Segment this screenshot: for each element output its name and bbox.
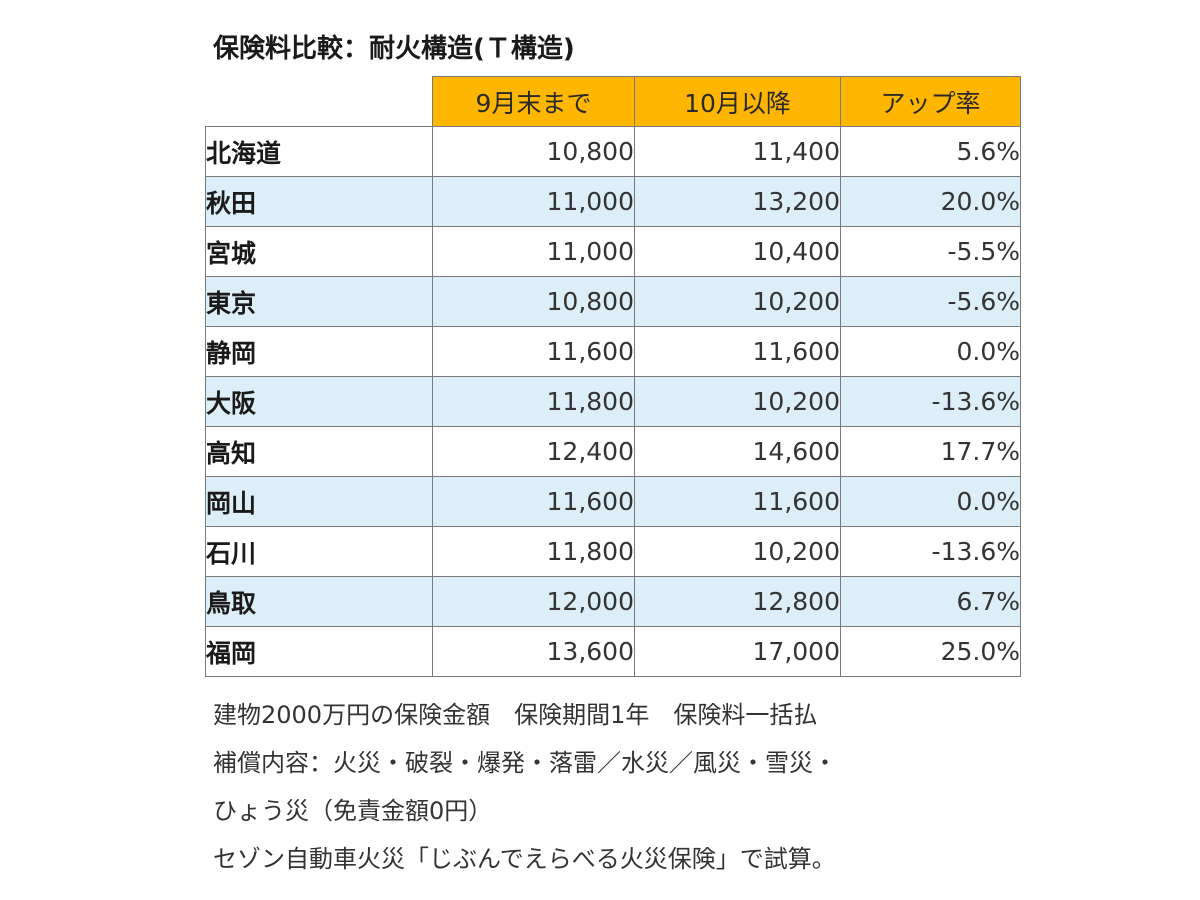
header-after-october: 10月以降 xyxy=(634,76,841,127)
table-row: 北海道 10,800 11,400 5.6% xyxy=(205,126,1021,177)
premium-before-cell: 13,600 xyxy=(432,626,635,677)
premium-before-cell: 11,800 xyxy=(432,526,635,577)
premium-after-cell: 10,200 xyxy=(634,376,841,427)
premium-after-cell: 10,200 xyxy=(634,276,841,327)
premium-before-cell: 12,400 xyxy=(432,426,635,477)
premium-before-cell: 12,000 xyxy=(432,576,635,627)
table-row: 鳥取 12,000 12,800 6.7% xyxy=(205,576,1021,627)
increase-rate-cell: 6.7% xyxy=(840,576,1021,627)
increase-rate-cell: 0.0% xyxy=(840,326,1021,377)
premium-before-cell: 11,800 xyxy=(432,376,635,427)
table-header-row: 9月末まで 10月以降 アップ率 xyxy=(205,76,1021,127)
region-cell: 高知 xyxy=(205,426,433,477)
page-title: 保険料比較：耐火構造(Ｔ構造) xyxy=(213,34,575,64)
premium-after-cell: 14,600 xyxy=(634,426,841,477)
premium-before-cell: 11,600 xyxy=(432,476,635,527)
table-row: 東京 10,800 10,200 -5.6% xyxy=(205,276,1021,327)
increase-rate-cell: -5.6% xyxy=(840,276,1021,327)
table-row: 静岡 11,600 11,600 0.0% xyxy=(205,326,1021,377)
premium-before-cell: 10,800 xyxy=(432,276,635,327)
header-increase-rate: アップ率 xyxy=(840,76,1021,127)
premium-before-cell: 10,800 xyxy=(432,126,635,177)
footnotes: 建物2000万円の保険金額 保険期間1年 保険料一括払 補償内容：火災・破裂・爆… xyxy=(213,691,837,883)
table-row: 秋田 11,000 13,200 20.0% xyxy=(205,176,1021,227)
region-cell: 宮城 xyxy=(205,226,433,277)
premium-before-cell: 11,000 xyxy=(432,176,635,227)
premium-after-cell: 11,400 xyxy=(634,126,841,177)
premium-before-cell: 11,600 xyxy=(432,326,635,377)
premium-before-cell: 11,000 xyxy=(432,226,635,277)
region-cell: 鳥取 xyxy=(205,576,433,627)
premium-after-cell: 10,400 xyxy=(634,226,841,277)
premium-after-cell: 11,600 xyxy=(634,326,841,377)
table-row: 石川 11,800 10,200 -13.6% xyxy=(205,526,1021,577)
increase-rate-cell: -5.5% xyxy=(840,226,1021,277)
premium-after-cell: 11,600 xyxy=(634,476,841,527)
table-row: 福岡 13,600 17,000 25.0% xyxy=(205,626,1021,677)
table-row: 岡山 11,600 11,600 0.0% xyxy=(205,476,1021,527)
increase-rate-cell: 0.0% xyxy=(840,476,1021,527)
increase-rate-cell: -13.6% xyxy=(840,376,1021,427)
premium-after-cell: 17,000 xyxy=(634,626,841,677)
region-cell: 静岡 xyxy=(205,326,433,377)
increase-rate-cell: 5.6% xyxy=(840,126,1021,177)
increase-rate-cell: 25.0% xyxy=(840,626,1021,677)
region-cell: 東京 xyxy=(205,276,433,327)
footnote-coverage-details-cont: ひょう災（免責金額0円） xyxy=(213,797,493,825)
footnote-coverage-amount: 建物2000万円の保険金額 保険期間1年 保険料一括払 xyxy=(213,701,818,729)
premium-after-cell: 10,200 xyxy=(634,526,841,577)
increase-rate-cell: 20.0% xyxy=(840,176,1021,227)
premium-after-cell: 12,800 xyxy=(634,576,841,627)
increase-rate-cell: 17.7% xyxy=(840,426,1021,477)
header-before-september: 9月末まで xyxy=(432,76,635,127)
region-cell: 石川 xyxy=(205,526,433,577)
table-row: 宮城 11,000 10,400 -5.5% xyxy=(205,226,1021,277)
footnote-coverage-details: 補償内容：火災・破裂・爆発・落雷／水災／風災・雪災・ xyxy=(213,749,837,777)
table-row: 高知 12,400 14,600 17.7% xyxy=(205,426,1021,477)
region-cell: 福岡 xyxy=(205,626,433,677)
header-corner-cell xyxy=(205,76,433,127)
premium-after-cell: 13,200 xyxy=(634,176,841,227)
region-cell: 岡山 xyxy=(205,476,433,527)
region-cell: 北海道 xyxy=(205,126,433,177)
region-cell: 秋田 xyxy=(205,176,433,227)
increase-rate-cell: -13.6% xyxy=(840,526,1021,577)
premium-comparison-table: 9月末まで 10月以降 アップ率 北海道 10,800 11,400 5.6% … xyxy=(205,76,1021,677)
table-row: 大阪 11,800 10,200 -13.6% xyxy=(205,376,1021,427)
footnote-source: セゾン自動車火災「じぶんでえらべる火災保険」で試算。 xyxy=(213,845,836,873)
region-cell: 大阪 xyxy=(205,376,433,427)
